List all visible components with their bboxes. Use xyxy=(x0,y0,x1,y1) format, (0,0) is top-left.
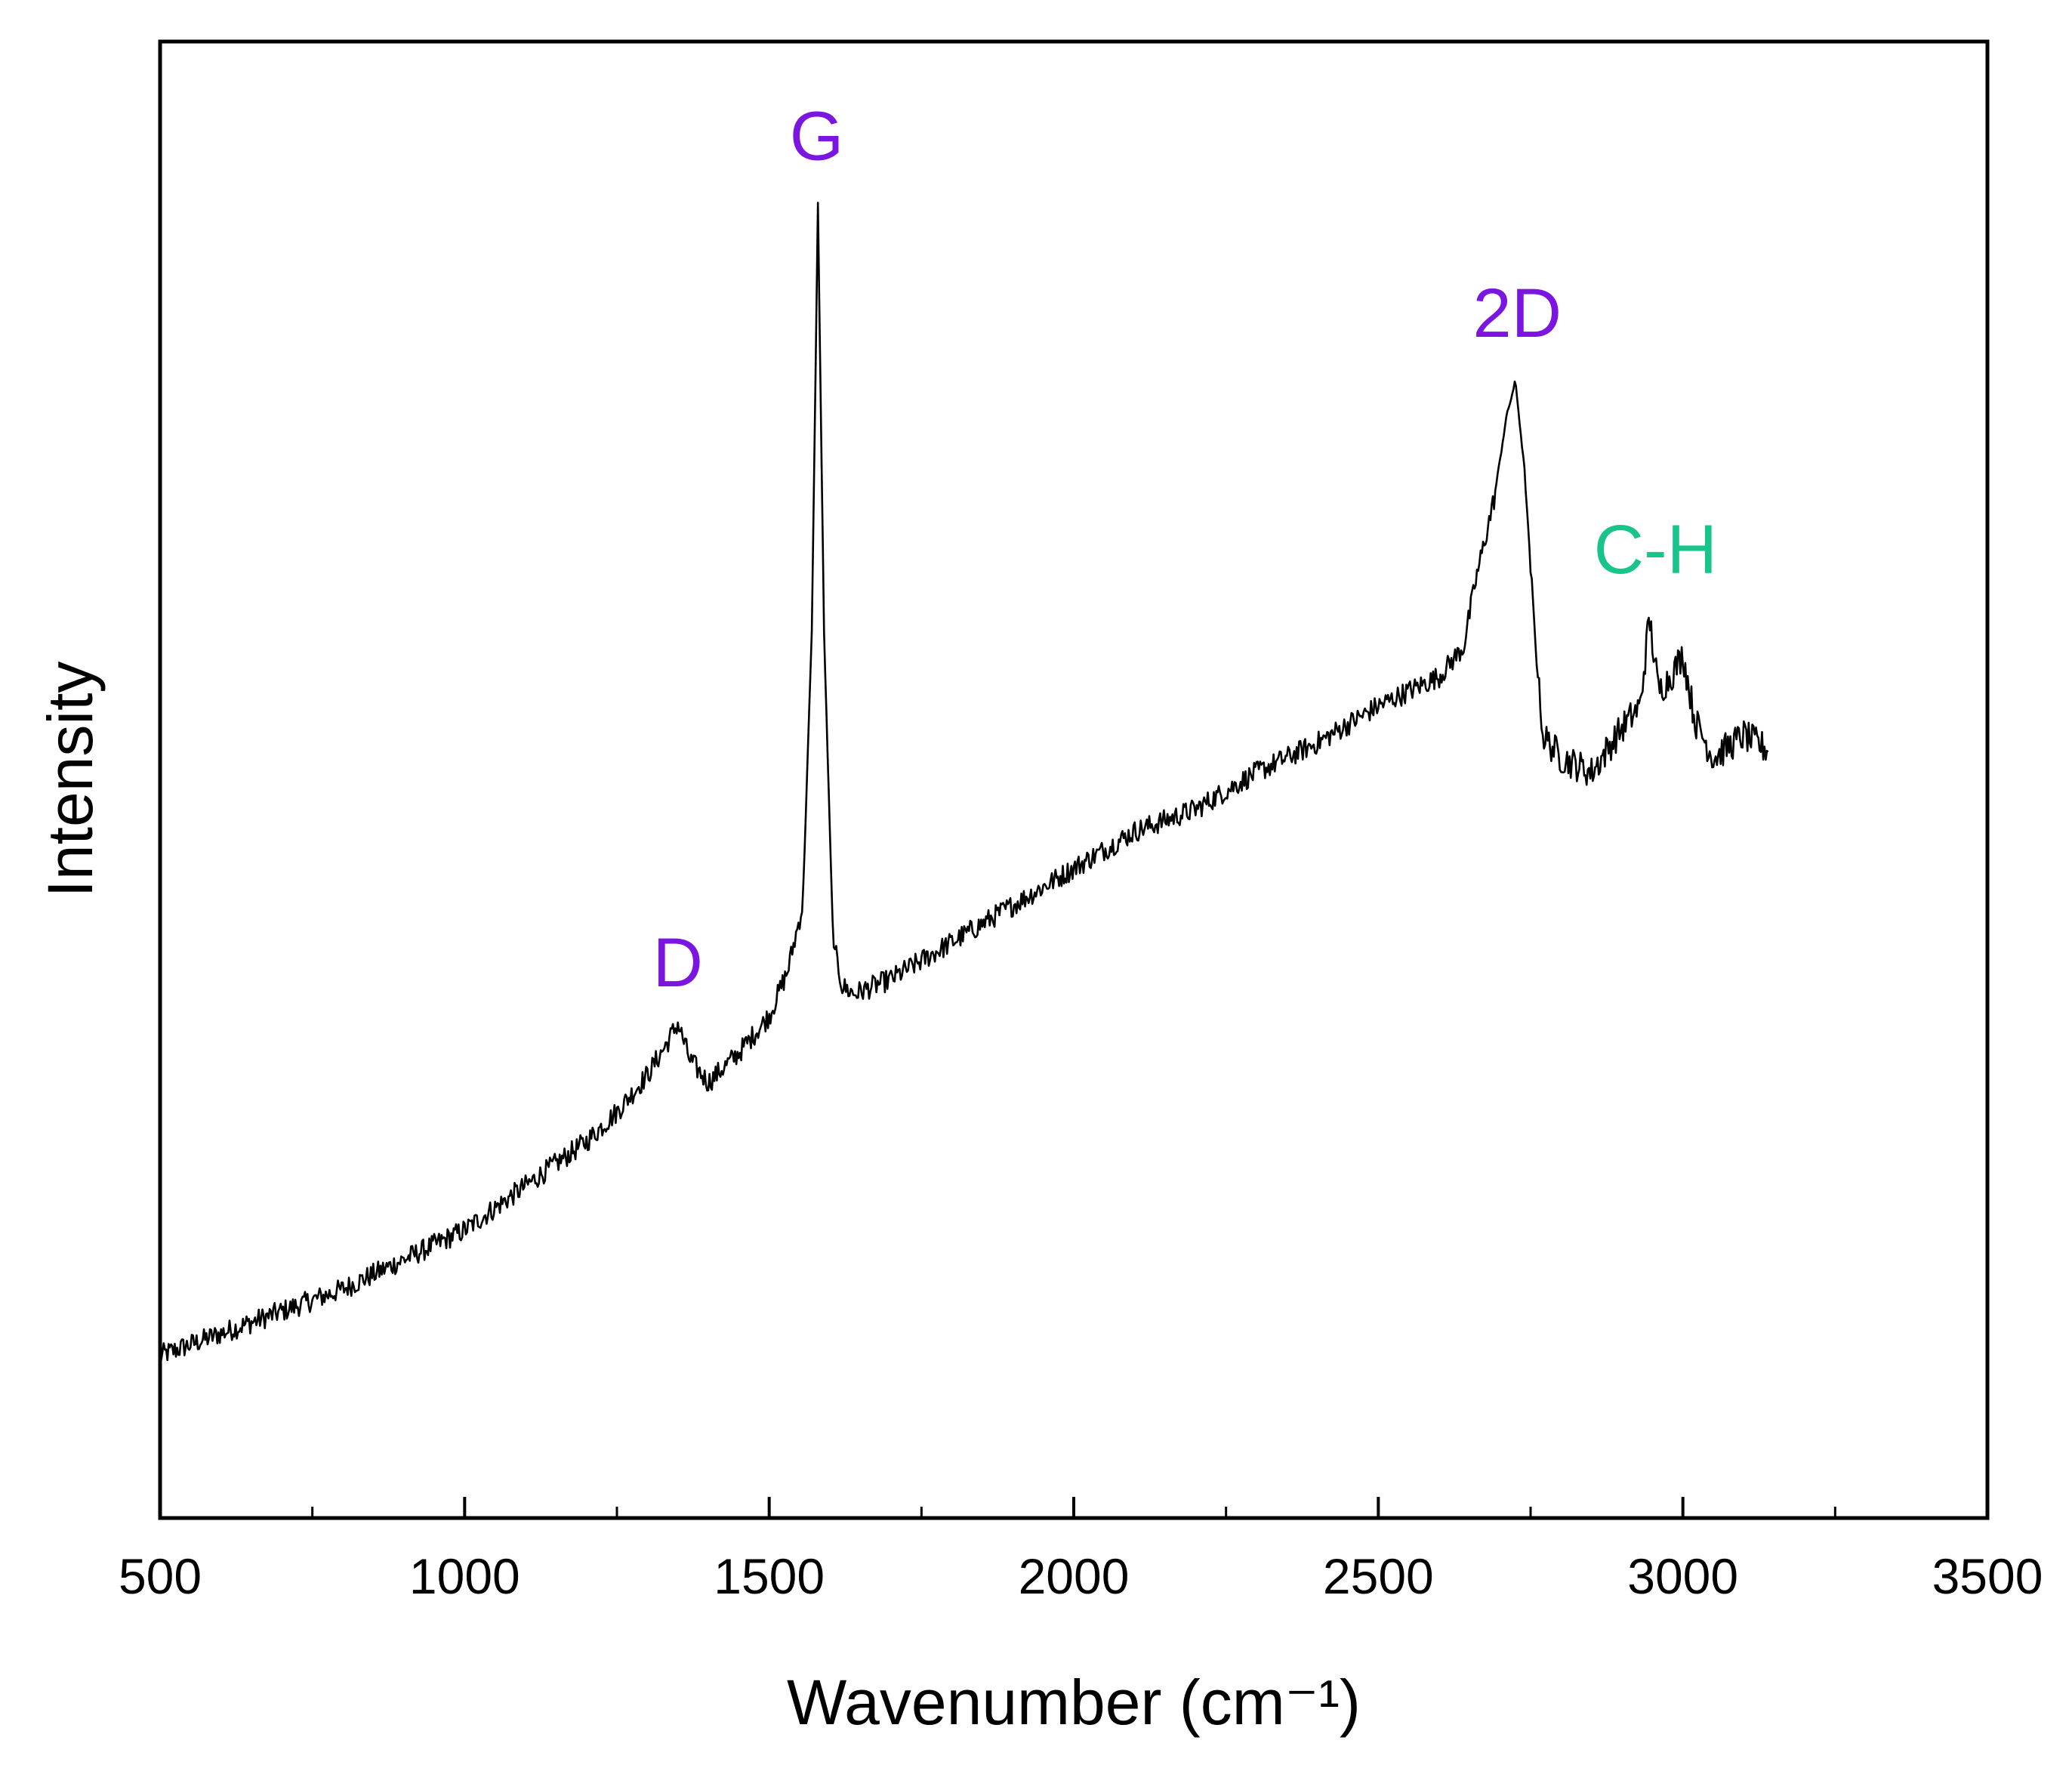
peak-annotations: D G 2D C-H xyxy=(652,97,1717,1001)
x-axis-tick-labels: 500 1000 1500 2000 2500 3000 3500 xyxy=(119,1548,2043,1604)
peak-label-g: G xyxy=(790,97,844,174)
x-tick-label: 1500 xyxy=(714,1548,825,1604)
x-tick-label: 3000 xyxy=(1627,1548,1738,1604)
peak-label-d: D xyxy=(652,924,702,1001)
x-tick-label: 2500 xyxy=(1323,1548,1434,1604)
x-tick-label: 1000 xyxy=(409,1548,520,1604)
plot-frame xyxy=(158,39,1990,1520)
peak-label-c-h: C-H xyxy=(1594,511,1718,588)
x-axis-ticks xyxy=(159,1497,1989,1518)
spectrum-line xyxy=(159,202,1769,1362)
x-tick-label: 500 xyxy=(119,1548,202,1604)
peak-label-2d: 2D xyxy=(1472,275,1562,352)
x-axis-title: Wavenumber (cm⁻¹) xyxy=(787,1667,1361,1738)
x-tick-label: 2000 xyxy=(1019,1548,1130,1604)
y-axis-title: Intensity xyxy=(35,662,106,898)
x-tick-label: 3500 xyxy=(1932,1548,2043,1604)
